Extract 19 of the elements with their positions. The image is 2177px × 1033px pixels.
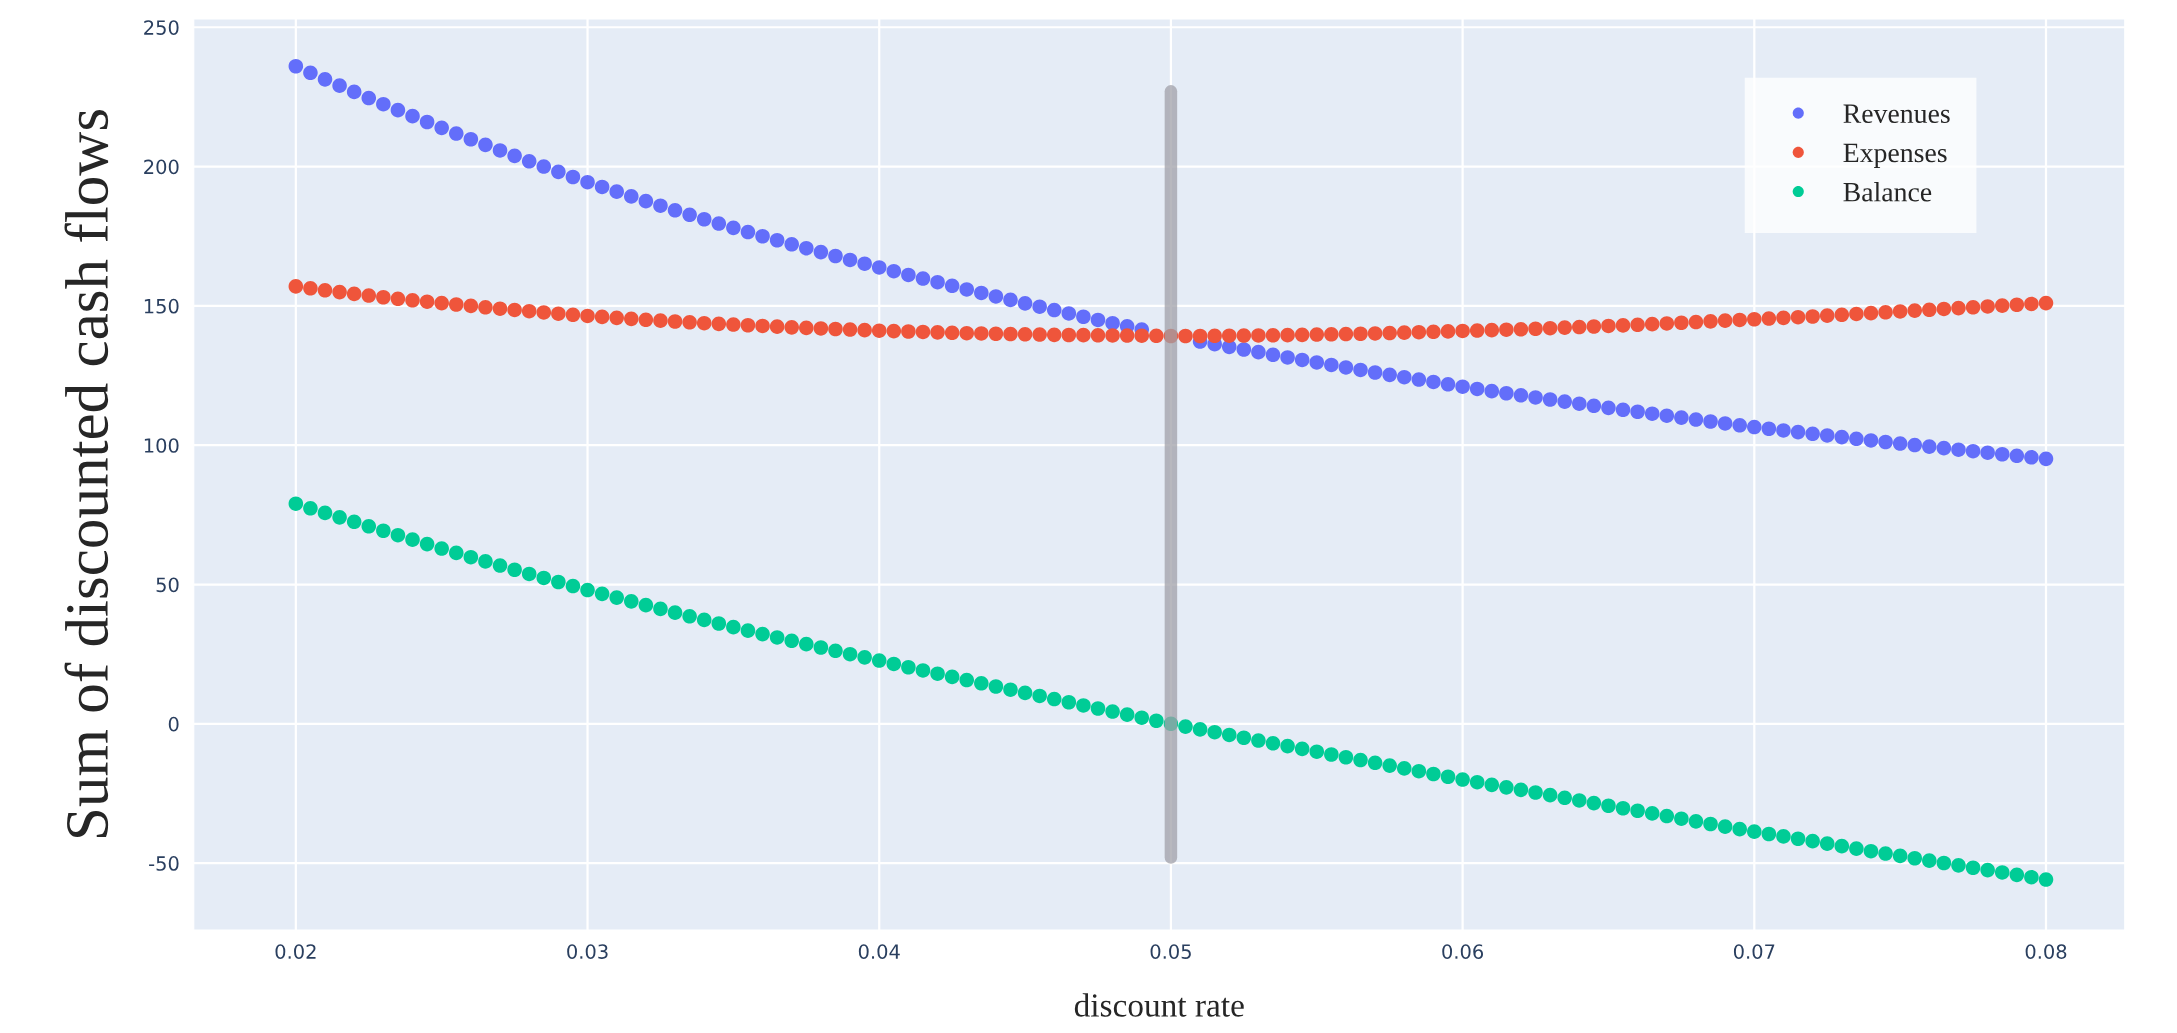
y-tick-label: 0 xyxy=(168,716,179,732)
legend-label: Revenues xyxy=(1843,104,1950,124)
x-tick-label: 0.06 xyxy=(1442,944,1484,959)
y-tick-label: 200 xyxy=(144,159,179,175)
x-tick-label: 0.03 xyxy=(567,944,608,959)
y-axis-title: Sum of discounted cash flows xyxy=(64,110,109,837)
legend-label: Expenses xyxy=(1843,143,1947,168)
y-tick-label: 250 xyxy=(144,20,179,35)
x-tick-label: 0.07 xyxy=(1733,944,1775,959)
x-axis-title: discount rate xyxy=(1074,993,1244,1017)
x-tick-label: 0.08 xyxy=(2025,944,2067,959)
x-tick-label: 0.04 xyxy=(858,944,900,959)
y-tick-label: 100 xyxy=(144,438,179,453)
x-tick-label: 0.02 xyxy=(275,944,316,959)
y-tick-label: 150 xyxy=(144,298,179,314)
y-tick-label: -50 xyxy=(149,856,179,871)
x-tick-label: 0.05 xyxy=(1150,944,1191,959)
legend-label: Balance xyxy=(1843,182,1932,202)
y-tick-label: 50 xyxy=(156,577,179,593)
